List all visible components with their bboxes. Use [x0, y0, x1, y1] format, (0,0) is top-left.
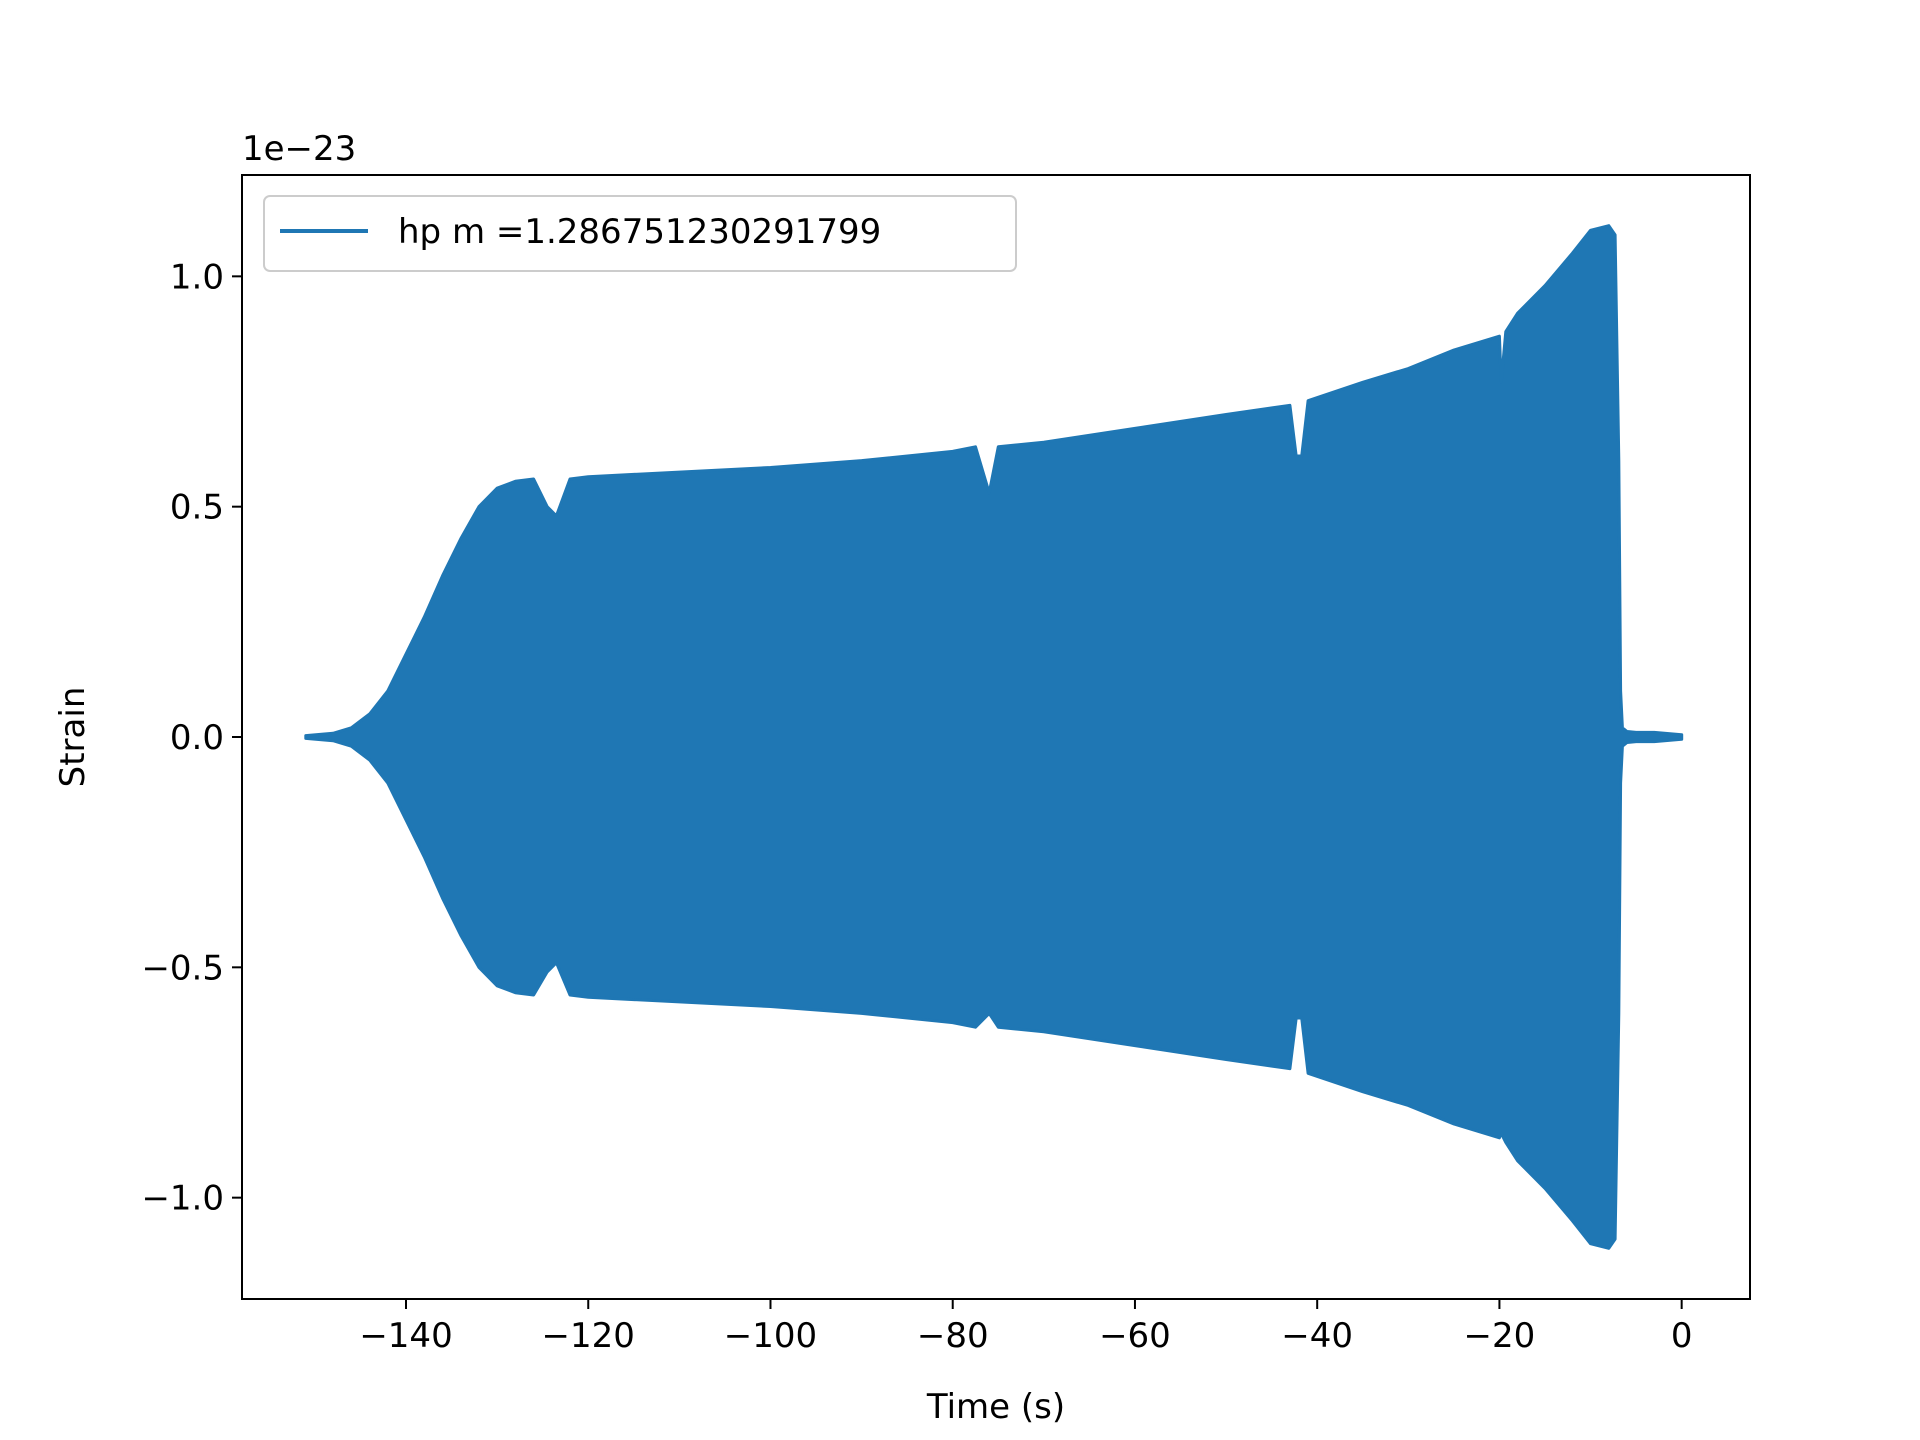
y-tick-label: −0.5	[141, 948, 224, 988]
legend-box	[263, 195, 1017, 272]
y-axis-label: Strain	[53, 687, 93, 788]
y-tick-label: 0.0	[170, 718, 224, 758]
y-tick-label: 1.0	[170, 257, 224, 297]
x-tick-label: −20	[1464, 1316, 1536, 1356]
x-tick-label: 0	[1671, 1316, 1693, 1356]
x-tick-label: −80	[917, 1316, 989, 1356]
x-tick-label: −60	[1099, 1316, 1171, 1356]
series-hp-waveform	[304, 224, 1684, 1250]
legend: hp m =1.286751230291799	[263, 195, 1017, 272]
x-tick-label: −100	[724, 1316, 817, 1356]
series-layer	[304, 224, 1684, 1250]
y-axis: −1.0 −0.5 0.0 0.5 1.0	[141, 257, 242, 1219]
y-tick-label: −1.0	[141, 1179, 224, 1219]
y-tick-label: 0.5	[170, 488, 224, 528]
x-tick-label: −140	[359, 1316, 452, 1356]
y-offset-label: 1e−23	[242, 129, 356, 169]
x-tick-label: −120	[542, 1316, 635, 1356]
x-axis: −140 −120 −100 −80 −60 −40 −20 0	[359, 1299, 1692, 1356]
legend-label: hp m =1.286751230291799	[398, 212, 881, 252]
x-tick-label: −40	[1281, 1316, 1353, 1356]
x-axis-label: Time (s)	[926, 1387, 1065, 1427]
